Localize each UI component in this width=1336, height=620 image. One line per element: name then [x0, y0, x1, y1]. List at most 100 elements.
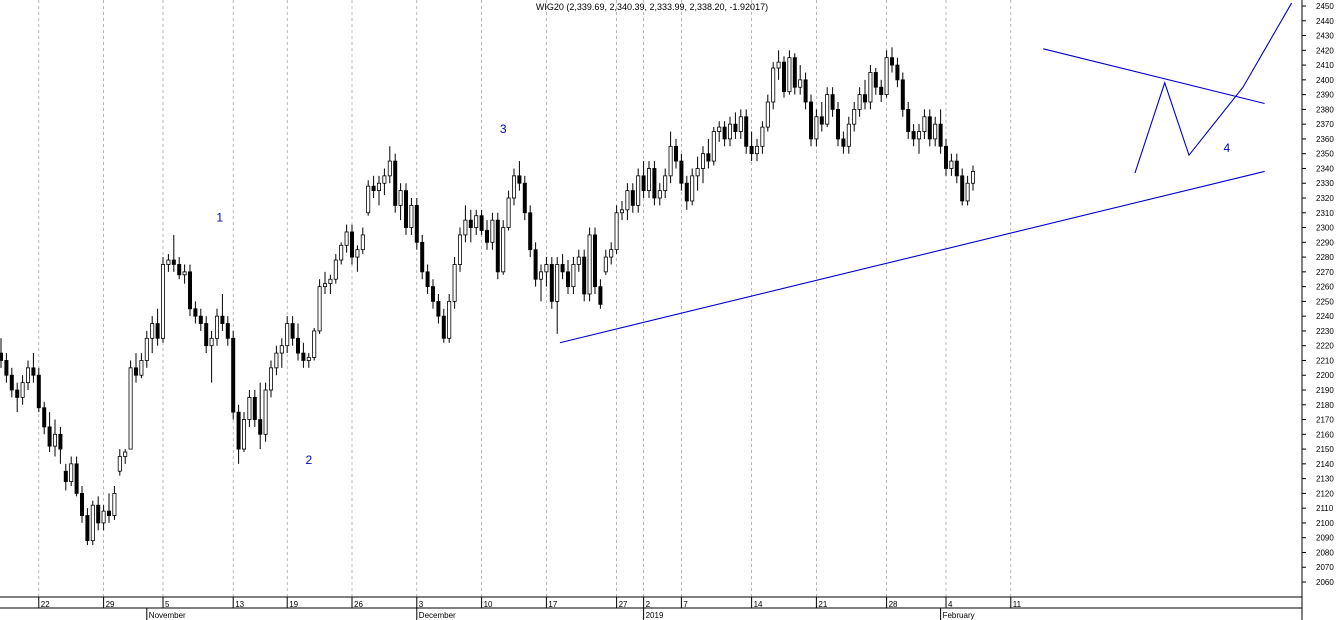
y-tick-label: 2370	[1316, 120, 1334, 129]
y-tick-label: 2260	[1316, 283, 1334, 292]
x-tick-label: 14	[754, 600, 763, 609]
candle-down	[155, 323, 160, 339]
y-tick-label: 2190	[1316, 386, 1334, 395]
candle-up	[576, 256, 581, 265]
candle-up	[544, 264, 549, 273]
y-tick-label: 2140	[1316, 460, 1334, 469]
projection-layer	[1134, 2, 1293, 174]
candle-down	[295, 337, 300, 354]
x-tick-label: 3	[419, 600, 424, 609]
y-tick-label: 2400	[1316, 76, 1334, 85]
candle-up	[852, 108, 857, 125]
candle-down	[133, 367, 138, 376]
candle-up	[317, 286, 322, 332]
candle-up	[90, 504, 95, 542]
candle-down	[63, 470, 68, 482]
candle-down	[836, 108, 841, 140]
y-tick-label: 2100	[1316, 519, 1334, 528]
chart-title: WIG20 (2,339.69, 2,340.39, 2,333.99, 2,3…	[536, 2, 768, 12]
candle-down	[31, 367, 36, 376]
candle-up	[339, 244, 344, 261]
candle-up	[160, 264, 165, 339]
y-tick-label: 2160	[1316, 430, 1334, 439]
candle-down	[706, 153, 711, 162]
candle-down	[630, 190, 635, 206]
y-tick-label: 2250	[1316, 297, 1334, 306]
wave-label: 3	[500, 122, 507, 136]
y-tick-label: 2150	[1316, 445, 1334, 454]
candle-up	[587, 234, 592, 295]
projection-path	[1134, 2, 1293, 174]
candle-up	[268, 367, 273, 391]
candle-down	[225, 323, 230, 339]
candle-up	[738, 116, 743, 132]
candle-up	[760, 126, 765, 147]
candle-up	[144, 337, 149, 361]
x-tick-label: 2	[646, 600, 651, 609]
candle-down	[479, 215, 484, 231]
y-tick-label: 2180	[1316, 401, 1334, 410]
candle-down	[598, 286, 603, 305]
y-tick-label: 2170	[1316, 416, 1334, 425]
candle-down	[684, 182, 689, 202]
y-tick-label: 2440	[1316, 17, 1334, 26]
candle-up	[263, 389, 268, 435]
candle-down	[890, 57, 895, 66]
month-label: November	[149, 611, 186, 620]
candle-up	[717, 126, 722, 132]
candle-down	[652, 168, 657, 199]
candle-down	[236, 411, 241, 450]
candle-up	[647, 168, 652, 192]
y-tick-label: 2430	[1316, 32, 1334, 41]
candle-down	[420, 241, 425, 273]
candle-up	[25, 367, 30, 384]
x-tick-label: 22	[41, 600, 50, 609]
candle-down	[193, 308, 198, 317]
candle-up	[20, 382, 25, 398]
candle-down	[15, 389, 20, 398]
y-tick-label: 2240	[1316, 312, 1334, 321]
candle-down	[495, 219, 500, 273]
candle-down	[744, 116, 749, 147]
candle-up	[490, 219, 495, 243]
candle-down	[85, 515, 90, 542]
candle-down	[533, 249, 538, 280]
candle-up	[117, 456, 122, 472]
candle-up	[241, 419, 246, 450]
candle-down	[252, 396, 257, 420]
x-tick-label: 29	[106, 600, 115, 609]
candle-down	[944, 145, 949, 169]
candle-down	[549, 264, 554, 302]
candle-up	[776, 61, 781, 69]
y-tick-label: 2280	[1316, 253, 1334, 262]
candle-up	[603, 256, 608, 273]
candle-up	[857, 94, 862, 110]
candle-up	[398, 190, 403, 206]
y-tick-label: 2290	[1316, 238, 1334, 247]
candle-up	[884, 57, 889, 96]
month-label: 2019	[646, 611, 664, 620]
y-tick-label: 2220	[1316, 342, 1334, 351]
trendline	[1043, 48, 1265, 105]
candle-up	[376, 182, 381, 192]
y-tick-label: 2380	[1316, 105, 1334, 114]
candle-up	[814, 116, 819, 140]
y-tick-label: 2450	[1316, 2, 1334, 11]
candle-up	[214, 315, 219, 339]
candle-down	[220, 315, 225, 324]
candle-down	[171, 259, 176, 265]
candle-up	[625, 190, 630, 211]
candle-down	[301, 352, 306, 361]
y-tick-label: 2420	[1316, 46, 1334, 55]
trendline-layer	[559, 48, 1265, 344]
candle-up	[355, 249, 360, 258]
candle-up	[101, 510, 106, 524]
candle-down	[349, 231, 354, 258]
candle-up	[555, 264, 560, 302]
candle-up	[182, 271, 187, 276]
candle-down	[187, 271, 192, 310]
candle-up	[571, 264, 576, 288]
candle-down	[560, 264, 565, 273]
candle-up	[701, 153, 706, 169]
candle-up	[949, 160, 954, 169]
